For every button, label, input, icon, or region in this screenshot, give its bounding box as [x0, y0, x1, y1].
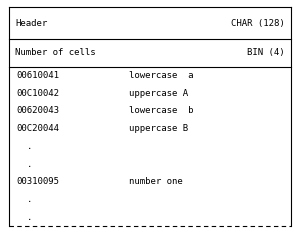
- Text: .: .: [27, 160, 33, 169]
- Text: 00620043: 00620043: [16, 106, 59, 115]
- Text: Number of cells: Number of cells: [15, 49, 96, 57]
- Text: 00310095: 00310095: [16, 177, 59, 186]
- Text: .: .: [27, 213, 33, 222]
- Text: number one: number one: [129, 177, 183, 186]
- Text: lowercase  b: lowercase b: [129, 106, 194, 115]
- Text: 00C20044: 00C20044: [16, 124, 59, 133]
- Text: 00610041: 00610041: [16, 71, 59, 80]
- Text: lowercase  a: lowercase a: [129, 71, 194, 80]
- Text: BIN (4): BIN (4): [248, 49, 285, 57]
- Text: CHAR (128): CHAR (128): [231, 19, 285, 28]
- Text: Header: Header: [15, 19, 47, 28]
- Text: .: .: [27, 142, 33, 151]
- Text: 00C10042: 00C10042: [16, 89, 59, 98]
- Text: uppercase A: uppercase A: [129, 89, 188, 98]
- Text: .: .: [27, 195, 33, 204]
- Text: uppercase B: uppercase B: [129, 124, 188, 133]
